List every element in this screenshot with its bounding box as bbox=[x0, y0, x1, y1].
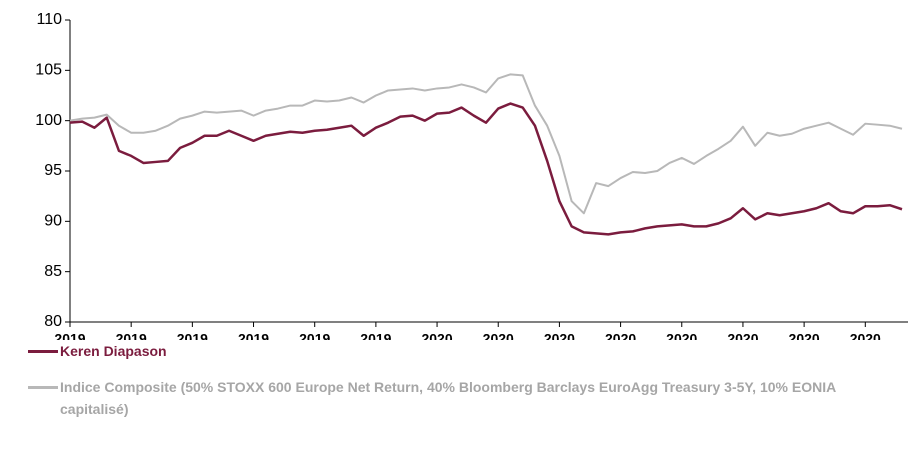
x-tick-label: 2019 bbox=[177, 331, 208, 340]
x-tick-label: 2020 bbox=[605, 331, 636, 340]
x-tick-label: 2020 bbox=[727, 331, 758, 340]
legend-label: Keren Diapason bbox=[60, 343, 167, 359]
x-tick-label: 2019 bbox=[116, 331, 147, 340]
series-line bbox=[69, 102, 903, 236]
x-tick-label: 2019 bbox=[299, 331, 330, 340]
legend-entry: Keren Diapason bbox=[28, 340, 908, 362]
x-tick-label: 2020 bbox=[544, 331, 575, 340]
series-line bbox=[69, 73, 903, 215]
legend-swatch bbox=[28, 386, 58, 389]
y-tick-label: 100 bbox=[35, 112, 62, 129]
y-tick-label: 105 bbox=[35, 62, 62, 79]
x-tick-label: 2020 bbox=[483, 331, 514, 340]
legend-swatch bbox=[28, 350, 58, 353]
legend-label: Indice Composite (50% STOXX 600 Europe N… bbox=[60, 379, 836, 417]
chart: 80 85 90 95 100 105 110 2019 2019 2019 2019 2019 201… bbox=[35, 11, 908, 340]
x-tick-label: 2019 bbox=[360, 331, 391, 340]
legend-entry: Indice Composite (50% STOXX 600 Europe N… bbox=[28, 376, 908, 420]
x-tick-label: 2020 bbox=[789, 331, 820, 340]
x-tick-label: 2019 bbox=[238, 331, 269, 340]
x-tick-label: 2019 bbox=[54, 331, 85, 340]
y-tick-label: 90 bbox=[44, 213, 62, 230]
legend: Keren Diapason Indice Composite (50% STOX… bbox=[28, 340, 908, 434]
y-tick-label: 95 bbox=[44, 162, 62, 179]
x-tick-label: 2020 bbox=[666, 331, 697, 340]
x-tick-label: 2020 bbox=[421, 331, 452, 340]
y-tick-label: 80 bbox=[44, 313, 62, 330]
y-tick-label: 85 bbox=[44, 263, 62, 280]
y-tick-label: 110 bbox=[36, 11, 62, 28]
x-tick-label: 2020 bbox=[850, 331, 881, 340]
